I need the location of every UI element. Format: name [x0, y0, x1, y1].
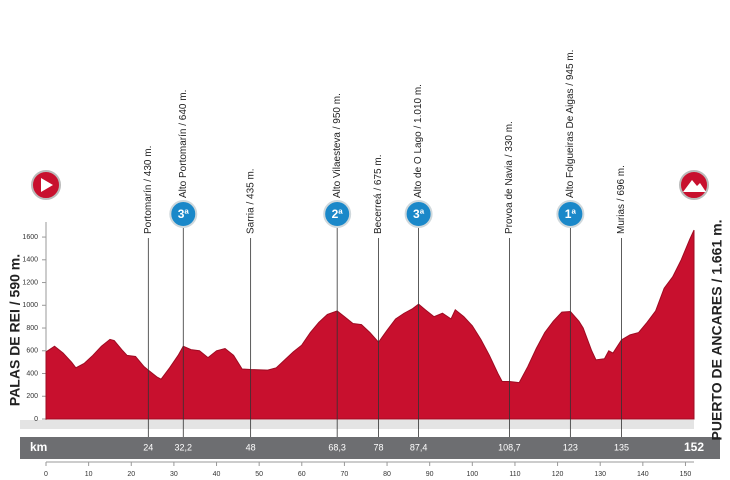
- y-tick-label: 1000: [22, 302, 38, 309]
- waypoint-km: 123: [563, 442, 578, 452]
- x-tick-label: 120: [552, 471, 564, 478]
- start-label: PALAS DE REI / 590 m.: [7, 254, 23, 406]
- x-tick-label: 100: [466, 471, 478, 478]
- finish-label: PUERTO DE ANCARES / 1.661 m.: [709, 220, 725, 441]
- y-tick-label: 400: [26, 370, 38, 377]
- waypoint-label: Portomarín / 430 m.: [143, 146, 154, 234]
- waypoint-km: 78: [374, 442, 384, 452]
- y-tick-label: 1600: [22, 234, 38, 241]
- waypoint-label: Becerreá / 675 m.: [373, 155, 384, 234]
- x-tick-label: 10: [85, 471, 93, 478]
- x-tick-label: 0: [44, 471, 48, 478]
- x-tick-label: 90: [426, 471, 434, 478]
- climb-badge: [404, 200, 433, 228]
- climb-category: 2ª: [332, 207, 344, 221]
- x-tick-label: 140: [637, 471, 649, 478]
- y-tick-label: 1200: [22, 279, 38, 286]
- km-label: km: [30, 440, 47, 454]
- y-tick-label: 600: [26, 348, 38, 355]
- start-icon: [31, 170, 61, 200]
- x-tick-label: 40: [213, 471, 221, 478]
- x-tick-label: 130: [594, 471, 606, 478]
- climb-badge: [556, 200, 585, 228]
- x-tick-label: 30: [170, 471, 178, 478]
- waypoint-label: Alto Folgueiras De Aigas / 945 m.: [565, 50, 576, 198]
- x-tick-label: 20: [127, 471, 135, 478]
- finish-km: 152: [684, 440, 704, 454]
- waypoint-km: 68,3: [328, 442, 346, 452]
- finish-icon: [679, 170, 709, 200]
- x-tick-label: 60: [298, 471, 306, 478]
- y-tick-label: 800: [26, 325, 38, 332]
- y-tick-label: 0: [34, 416, 38, 423]
- waypoint-km: 32,2: [175, 442, 193, 452]
- waypoint-label: Murias / 696 m.: [616, 165, 627, 234]
- waypoint-label: Sarria / 435 m.: [245, 168, 256, 234]
- waypoint-km: 24: [143, 442, 153, 452]
- base-strip: [20, 420, 694, 429]
- waypoint-km: 48: [246, 442, 256, 452]
- elevation-area: [45, 229, 695, 420]
- x-tick-label: 110: [509, 471, 520, 478]
- x-tick-label: 80: [383, 471, 391, 478]
- climb-category: 1ª: [565, 207, 577, 221]
- waypoint-label: Alto Portomarín / 640 m.: [178, 90, 189, 198]
- waypoint-label: Alto Vilaesteva / 950 m.: [332, 93, 343, 198]
- x-tick-label: 70: [341, 471, 349, 478]
- y-tick-label: 200: [26, 393, 38, 400]
- y-tick-label: 1400: [22, 257, 38, 264]
- waypoint-label: Provoa de Navia / 330 m.: [504, 121, 515, 234]
- waypoint-km: 135: [614, 442, 629, 452]
- climb-category: 3ª: [178, 207, 190, 221]
- km-bar: [20, 437, 720, 459]
- x-tick-label: 150: [680, 471, 692, 478]
- climb-badge: [169, 200, 198, 228]
- climb-badge: [323, 200, 352, 228]
- x-tick-label: 50: [255, 471, 263, 478]
- waypoint-km: 87,4: [410, 442, 428, 452]
- waypoint-km: 108,7: [498, 442, 521, 452]
- waypoint-label: Alto de O Lago / 1.010 m.: [413, 84, 424, 198]
- climb-category: 3ª: [413, 207, 425, 221]
